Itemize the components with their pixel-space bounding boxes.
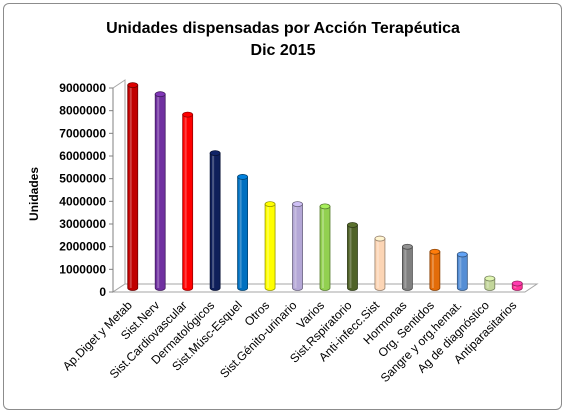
y-tick-label: 7000000 — [59, 126, 106, 140]
bar-top — [182, 111, 194, 118]
y-tick-label: 2000000 — [59, 240, 106, 254]
y-tick-label: 3000000 — [59, 217, 106, 231]
bar — [264, 203, 276, 291]
plot-area: 0 1000000 2000000 3000000 4000000 5000000 6000… — [59, 79, 539, 385]
bar-top — [292, 201, 303, 208]
bar — [319, 206, 331, 291]
bar-highlight — [267, 204, 270, 288]
bar-top — [401, 243, 413, 250]
bar-highlight — [157, 94, 160, 288]
y-axis-label: Unidades — [27, 167, 41, 221]
y-tick-label: 0 — [99, 285, 106, 299]
bar-highlight — [486, 278, 489, 288]
bar-highlight — [184, 114, 187, 288]
bar-top — [374, 235, 386, 242]
bar — [347, 224, 358, 291]
side-wall — [112, 79, 126, 293]
bar-highlight — [431, 251, 434, 288]
bar-highlight — [459, 254, 462, 288]
bar-top — [127, 82, 139, 89]
y-tick-label: 4000000 — [59, 194, 106, 208]
bar — [292, 203, 303, 291]
chart-title: Unidades dispensadas por Acción Terapéut… — [106, 20, 460, 37]
bar — [209, 152, 221, 291]
bar-top — [319, 203, 331, 210]
bar — [374, 238, 386, 291]
bar-highlight — [349, 224, 352, 288]
bar-highlight — [212, 153, 215, 288]
bar — [484, 278, 496, 291]
bar-highlight — [294, 204, 297, 288]
bar — [456, 254, 468, 291]
bar-top — [347, 222, 358, 228]
bar-highlight — [129, 85, 132, 288]
bar-highlight — [376, 238, 379, 288]
bar — [154, 93, 166, 291]
y-tick-label: 8000000 — [59, 104, 106, 118]
bar — [429, 251, 441, 291]
y-tick-label: 6000000 — [59, 149, 106, 163]
bar-top — [456, 251, 468, 258]
y-tick-label: 5000000 — [59, 172, 106, 186]
chart-frame — [3, 3, 562, 410]
bar — [402, 246, 413, 291]
bar-top — [264, 201, 276, 208]
bar-top — [484, 275, 496, 282]
bar-top — [154, 91, 166, 98]
bar-highlight — [239, 176, 242, 288]
y-tick-label: 9000000 — [59, 81, 106, 95]
bar — [182, 114, 194, 291]
bar-top — [429, 248, 441, 255]
bar-highlight — [322, 206, 324, 288]
bar-top — [209, 150, 221, 157]
chart-subtitle: Dic 2015 — [251, 42, 316, 59]
bar-top — [511, 280, 523, 287]
bar — [127, 84, 139, 291]
bar-top — [237, 174, 249, 180]
bar — [237, 176, 248, 291]
y-tick-label: 1000000 — [59, 262, 106, 276]
bar-highlight — [404, 246, 407, 288]
